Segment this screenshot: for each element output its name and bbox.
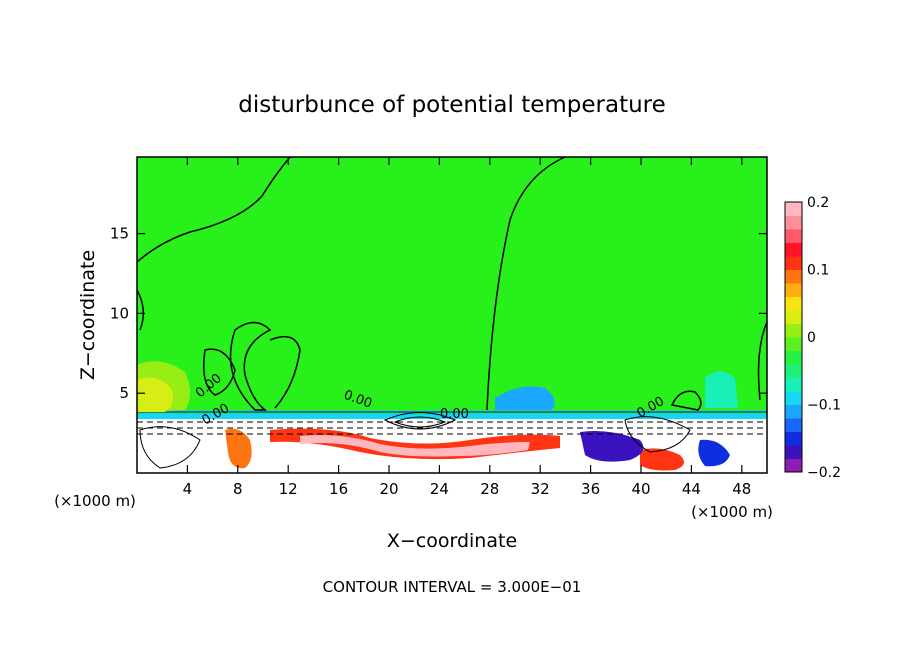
- cold-bump-2: [705, 371, 738, 408]
- colorbar-swatch: [785, 242, 802, 257]
- x-tick-label: 4: [183, 480, 193, 498]
- colorbar-swatch: [785, 458, 802, 473]
- colorbar-swatch: [785, 418, 802, 432]
- colorbar-swatch: [785, 404, 802, 419]
- contour-line: [136, 289, 145, 331]
- contour-line: [136, 156, 291, 263]
- colorbar-swatch: [785, 350, 802, 365]
- chart-title: disturbunce of potential temperature: [238, 92, 666, 118]
- colorbar-swatch: [785, 391, 802, 405]
- x-tick-label: 32: [531, 480, 550, 498]
- y-axis: 5 10 15: [110, 225, 767, 402]
- colorbar-ticks: 0.2 0.1 0 −0.1 −0.2: [807, 195, 841, 481]
- colorbar-swatch: [785, 431, 802, 446]
- warm-corner-core: [137, 377, 174, 412]
- x-tick-label: 24: [430, 480, 449, 498]
- warm-plume-2: [225, 428, 252, 469]
- x-tick-label: 20: [379, 480, 398, 498]
- colorbar-swatch: [785, 377, 802, 392]
- contour-cluster: [624, 416, 691, 453]
- contour-loop: [203, 348, 236, 396]
- contour-cluster: [383, 412, 457, 430]
- colorbar-swatch: [785, 296, 802, 311]
- colorbar-swatch: [785, 215, 802, 230]
- y-tick-label: 10: [110, 304, 129, 322]
- colorbar-tick-label: 0.2: [807, 195, 829, 211]
- x-tick-label: 16: [329, 480, 348, 498]
- colorbar: [784, 201, 803, 473]
- x-tick-label: 8: [233, 480, 243, 498]
- colorbar-swatch: [785, 202, 802, 216]
- colorbar-swatch: [785, 310, 802, 324]
- colorbar-swatch: [785, 445, 802, 459]
- colorbar-swatch: [785, 337, 802, 351]
- colorbar-swatch: [785, 256, 802, 270]
- x-tick-label: 36: [581, 480, 600, 498]
- contour-loop: [670, 390, 702, 411]
- warm-plume-3: [640, 448, 684, 471]
- x-tick-label: 28: [480, 480, 499, 498]
- x-tick-label: 12: [279, 480, 298, 498]
- warm-plume-core: [300, 435, 530, 457]
- x-tick-label: 48: [732, 480, 751, 498]
- x-tick-label: 40: [631, 480, 650, 498]
- x-axis: 4 8 12 16 20 24 28 32 36 40 44 48: [183, 157, 751, 498]
- colorbar-tick-label: −0.2: [807, 465, 841, 481]
- colorbar-swatch: [785, 364, 802, 378]
- contour-loop: [229, 321, 272, 411]
- x-unit-label-left: (×1000 m): [54, 492, 136, 510]
- contour-loop: [269, 335, 301, 409]
- colorbar-frame: [784, 201, 803, 473]
- contour-interval-footer: CONTOUR INTERVAL = 3.000E−01: [323, 578, 582, 596]
- inversion-band: [137, 414, 767, 419]
- y-axis-label: Z−coordinate: [77, 250, 99, 380]
- colorbar-tick-label: 0.1: [807, 263, 829, 279]
- contour-line: [486, 156, 566, 411]
- cold-pocket-1: [580, 431, 644, 462]
- contour-line: [757, 321, 768, 401]
- colorbar-swatch: [785, 283, 802, 297]
- colorbar-tick-label: 0: [807, 330, 816, 346]
- colorbar-tick-label: −0.1: [807, 398, 841, 414]
- colorbar-swatch: [785, 269, 802, 284]
- colorbar-swatch: [785, 229, 802, 243]
- cold-pocket-2: [698, 439, 730, 467]
- x-axis-label: X−coordinate: [387, 530, 517, 552]
- x-unit-label-right: (×1000 m): [691, 503, 773, 521]
- contour-cluster: [139, 426, 201, 469]
- plot-area: 0.00 0.00 0.00 0.00 0.00: [136, 156, 768, 474]
- cold-bump-1: [495, 386, 555, 410]
- contour-label: 0.00: [440, 407, 469, 422]
- plot-frame: [136, 156, 768, 474]
- y-tick-label: 5: [119, 384, 129, 402]
- colorbar-swatch: [785, 323, 802, 338]
- x-tick-label: 44: [682, 480, 701, 498]
- y-tick-label: 15: [110, 225, 129, 243]
